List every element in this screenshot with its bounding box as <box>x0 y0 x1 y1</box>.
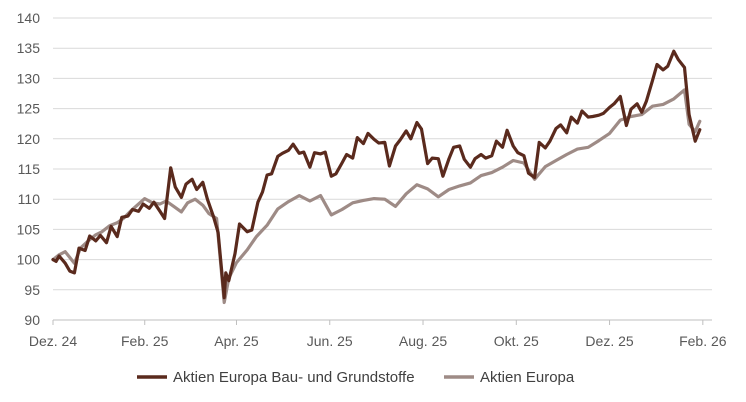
y-tick-label: 130 <box>17 70 41 86</box>
x-tick-label: Dez. 24 <box>29 333 77 349</box>
x-tick-label: Jun. 25 <box>307 333 353 349</box>
y-tick-label: 110 <box>18 191 41 207</box>
y-tick-label: 115 <box>18 161 41 177</box>
legend-label: Aktien Europa Bau- und Grundstoffe <box>173 369 415 386</box>
y-tick-label: 100 <box>17 252 41 268</box>
legend-label: Aktien Europa <box>480 369 575 386</box>
x-tick-label: Okt. 25 <box>494 333 539 349</box>
x-tick-label: Apr. 25 <box>214 333 259 349</box>
y-tick-label: 105 <box>17 221 41 237</box>
y-tick-label: 125 <box>17 101 41 117</box>
series-line-bau-grundstoffe <box>51 49 702 300</box>
y-tick-label: 95 <box>24 282 40 298</box>
x-tick-label: Feb. 26 <box>679 333 727 349</box>
series-line-europa <box>51 88 702 305</box>
y-tick-label: 140 <box>17 10 41 26</box>
y-tick-label: 90 <box>24 312 40 328</box>
x-tick-label: Aug. 25 <box>399 333 447 349</box>
y-tick-label: 120 <box>17 131 41 147</box>
x-tick-label: Dez. 25 <box>585 333 633 349</box>
y-tick-label: 135 <box>17 40 41 56</box>
x-tick-label: Feb. 25 <box>121 333 169 349</box>
